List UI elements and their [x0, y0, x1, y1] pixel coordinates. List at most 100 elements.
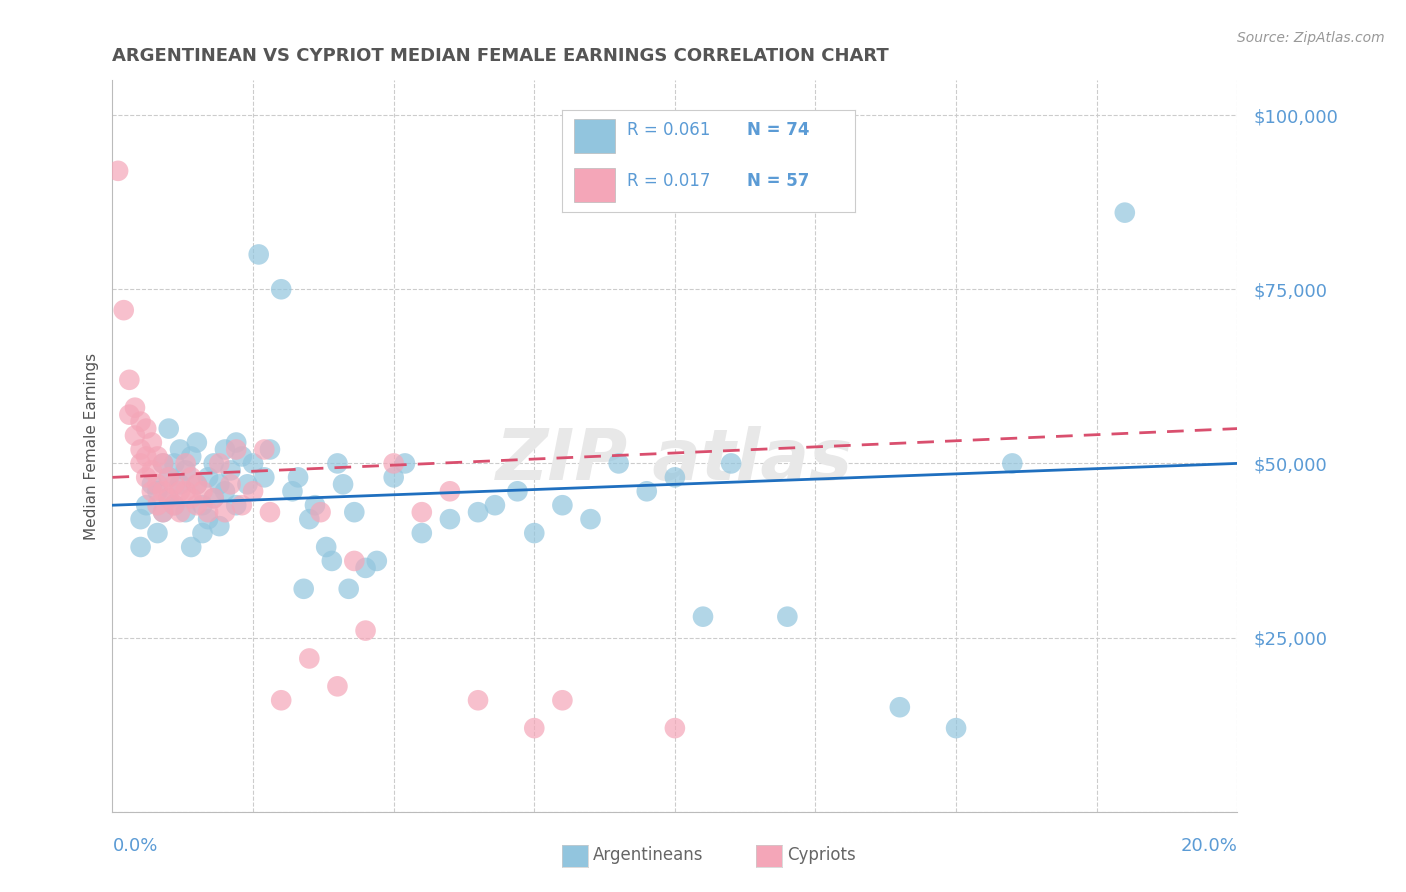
Point: [197, 505, 219, 519]
Point: [664, 721, 686, 735]
Point: [889, 700, 911, 714]
Point: [174, 457, 197, 471]
Point: [366, 554, 388, 568]
Point: [506, 484, 529, 499]
Text: 0.0%: 0.0%: [112, 837, 157, 855]
Point: [157, 491, 180, 506]
Point: [141, 477, 163, 491]
Point: [146, 526, 169, 541]
Point: [315, 540, 337, 554]
Point: [636, 484, 658, 499]
Point: [157, 421, 180, 435]
Point: [152, 457, 174, 471]
Point: [163, 457, 186, 471]
Point: [180, 450, 202, 464]
Text: ZIP atlas: ZIP atlas: [496, 426, 853, 495]
Point: [439, 512, 461, 526]
Point: [242, 457, 264, 471]
Point: [129, 442, 152, 457]
Point: [292, 582, 315, 596]
Point: [202, 491, 225, 506]
Point: [180, 470, 202, 484]
Point: [382, 457, 405, 471]
Point: [129, 457, 152, 471]
Point: [169, 477, 191, 491]
Point: [354, 561, 377, 575]
Y-axis label: Median Female Earnings: Median Female Earnings: [83, 352, 98, 540]
Point: [551, 498, 574, 512]
Point: [186, 498, 208, 512]
Point: [174, 505, 197, 519]
Point: [169, 442, 191, 457]
Point: [152, 484, 174, 499]
Point: [124, 428, 146, 442]
Point: [231, 450, 253, 464]
Point: [186, 477, 208, 491]
Point: [202, 491, 225, 506]
Point: [197, 470, 219, 484]
Point: [124, 401, 146, 415]
Point: [259, 442, 281, 457]
Point: [146, 477, 169, 491]
Point: [411, 526, 433, 541]
Point: [219, 463, 242, 477]
Point: [208, 519, 231, 533]
Point: [321, 554, 343, 568]
Point: [776, 609, 799, 624]
Point: [343, 554, 366, 568]
Point: [118, 373, 141, 387]
Point: [298, 512, 321, 526]
Text: Argentineans: Argentineans: [593, 847, 704, 864]
Point: [332, 477, 354, 491]
Point: [174, 484, 197, 499]
Point: [135, 450, 157, 464]
Point: [219, 477, 242, 491]
Point: [169, 484, 191, 499]
Point: [664, 470, 686, 484]
Text: ARGENTINEAN VS CYPRIOT MEDIAN FEMALE EARNINGS CORRELATION CHART: ARGENTINEAN VS CYPRIOT MEDIAN FEMALE EAR…: [112, 47, 889, 65]
Point: [146, 484, 169, 499]
Point: [163, 498, 186, 512]
Point: [135, 421, 157, 435]
Point: [411, 505, 433, 519]
Point: [326, 457, 349, 471]
Point: [326, 679, 349, 693]
Point: [270, 693, 292, 707]
Point: [186, 477, 208, 491]
Point: [107, 164, 129, 178]
Point: [141, 435, 163, 450]
Point: [157, 470, 180, 484]
Point: [467, 505, 489, 519]
Point: [163, 498, 186, 512]
Point: [146, 498, 169, 512]
Point: [214, 442, 236, 457]
Point: [135, 498, 157, 512]
Point: [253, 442, 276, 457]
Point: [141, 463, 163, 477]
Point: [152, 505, 174, 519]
Point: [287, 470, 309, 484]
Point: [304, 498, 326, 512]
Point: [298, 651, 321, 665]
Point: [208, 477, 231, 491]
Point: [720, 457, 742, 471]
Point: [1114, 205, 1136, 219]
Point: [253, 470, 276, 484]
Point: [225, 435, 247, 450]
Point: [394, 457, 416, 471]
Point: [141, 484, 163, 499]
Point: [191, 498, 214, 512]
Point: [146, 450, 169, 464]
Point: [129, 415, 152, 429]
Point: [343, 505, 366, 519]
Point: [157, 470, 180, 484]
Point: [337, 582, 360, 596]
Point: [135, 470, 157, 484]
Text: Source: ZipAtlas.com: Source: ZipAtlas.com: [1237, 31, 1385, 45]
Point: [197, 512, 219, 526]
Point: [270, 282, 292, 296]
Point: [945, 721, 967, 735]
Point: [484, 498, 506, 512]
Point: [236, 477, 259, 491]
Point: [523, 526, 546, 541]
